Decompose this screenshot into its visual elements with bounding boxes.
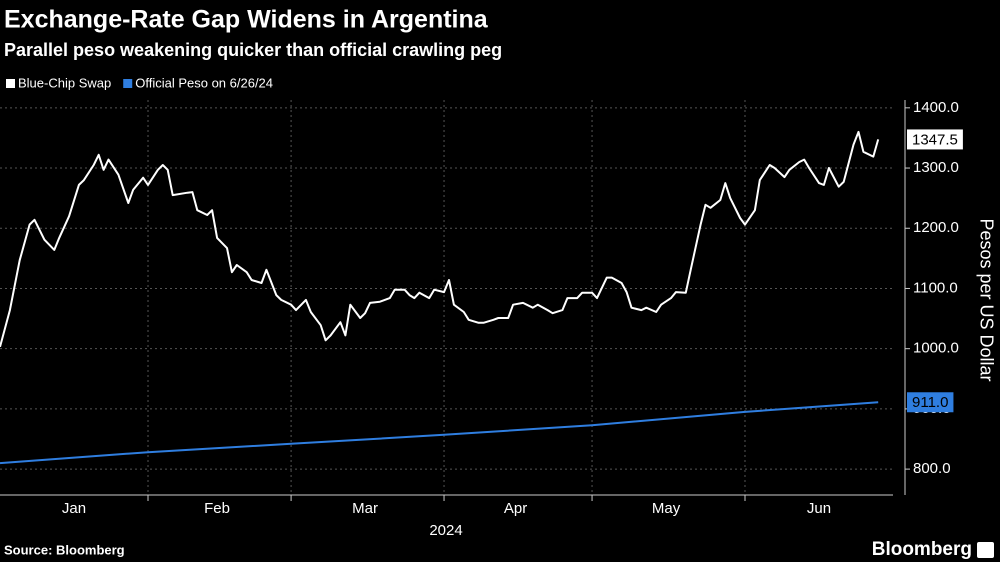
value-tag <box>907 392 954 413</box>
x-axis-label: 2024 <box>429 522 462 539</box>
chart-title: Exchange-Rate Gap Widens in Argentina <box>4 6 489 34</box>
y-tick-label: 1200.0 <box>913 219 959 236</box>
value-label: 1347.5 <box>912 131 958 148</box>
x-tick-label: Apr <box>504 500 527 517</box>
legend-swatch <box>123 79 133 88</box>
x-tick-label: Jan <box>62 500 86 517</box>
series-line <box>0 401 879 465</box>
series-line <box>0 130 880 348</box>
x-tick-label: May <box>652 500 681 517</box>
y-tick-label: 1000.0 <box>913 340 959 357</box>
y-tick-label: 1100.0 <box>913 279 958 296</box>
y-tick-label: 1300.0 <box>913 159 959 176</box>
legend-swatch <box>6 79 15 88</box>
legend-label: Official Peso on 6/26/24 <box>135 75 273 90</box>
source: Source: Bloomberg <box>4 542 125 557</box>
y-tick-label: 800.0 <box>913 460 951 477</box>
value-label: 911.0 <box>912 394 948 411</box>
brand: Bloomberg <box>872 539 972 560</box>
x-tick-label: Feb <box>204 500 230 517</box>
legend-label: Blue-Chip Swap <box>18 75 111 90</box>
y-tick-label: 1400.0 <box>913 99 959 116</box>
brand-icon <box>977 542 994 558</box>
y-axis-label: Pesos per US Dollar <box>976 218 996 381</box>
value-tag <box>907 129 963 150</box>
x-tick-label: Mar <box>352 500 378 517</box>
x-tick-label: Jun <box>807 500 831 517</box>
chart-subtitle: Parallel peso weakening quicker than off… <box>4 40 502 60</box>
